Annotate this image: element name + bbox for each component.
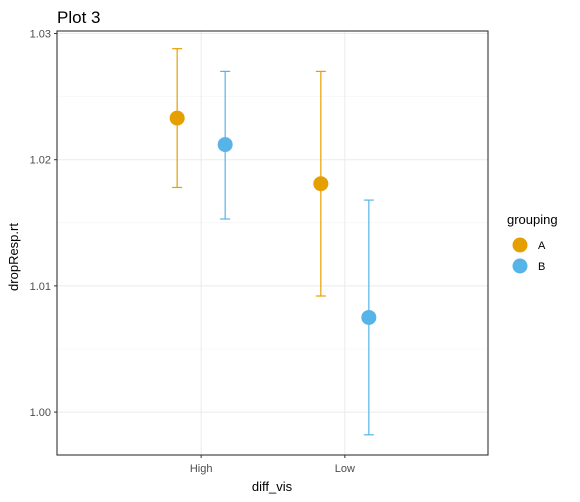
legend-item-A: A [512, 237, 546, 253]
y-tick-label: 1.01 [30, 281, 51, 293]
panel-border [56, 30, 489, 456]
y-tick-label: 1.00 [30, 407, 51, 419]
x-tick-label: Low [335, 463, 355, 475]
legend: grouping AB [507, 212, 558, 274]
legend-label: A [538, 240, 546, 252]
data-point [313, 176, 329, 192]
series-B [217, 70, 377, 436]
data-point [361, 309, 377, 325]
y-tick-label: 1.03 [30, 29, 51, 41]
data-point [217, 137, 233, 153]
legend-key [512, 237, 528, 253]
legend-title: grouping [507, 212, 558, 227]
legend-label: B [538, 261, 545, 273]
x-axis-title: diff_vis [252, 479, 293, 494]
legend-item-B: B [512, 258, 545, 274]
y-axis: 1.00 1.01 1.02 1.03 [30, 29, 57, 419]
y-tick-label: 1.02 [30, 155, 51, 167]
legend-key [512, 258, 528, 274]
chart-title: Plot 3 [57, 8, 100, 27]
x-axis: High Low [190, 455, 355, 475]
series-A [169, 48, 329, 297]
y-axis-title: dropResp.rt [6, 223, 21, 291]
x-tick-label: High [190, 463, 213, 475]
data-point [169, 110, 185, 126]
plot-panel [56, 30, 489, 456]
